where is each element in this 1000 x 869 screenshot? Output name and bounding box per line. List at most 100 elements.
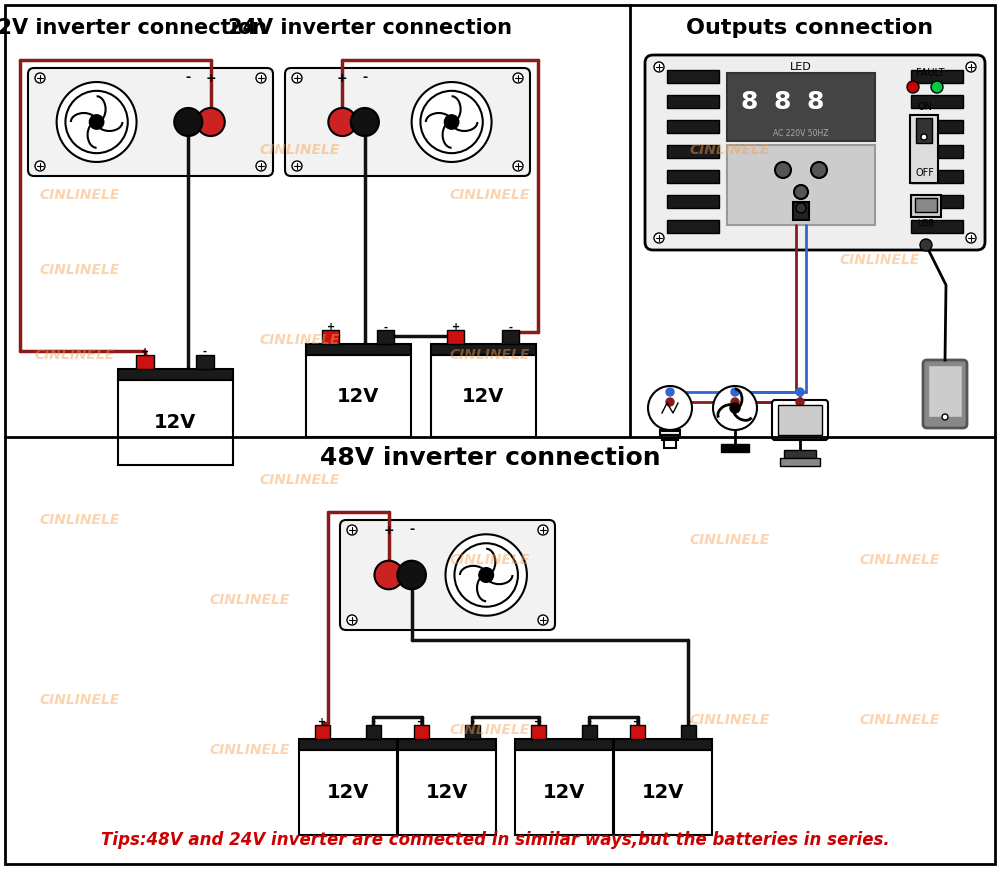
Text: CINLINELE: CINLINELE [860, 713, 940, 727]
Bar [531, 725, 546, 739]
Bar [915, 198, 937, 212]
Text: CINLINELE: CINLINELE [40, 188, 120, 202]
Text: FAULT: FAULT [916, 68, 944, 78]
Text: CINLINELE: CINLINELE [35, 348, 115, 362]
Bar [582, 725, 597, 739]
Text: 12V: 12V [543, 783, 585, 802]
Circle shape [920, 239, 932, 251]
Text: CINLINELE: CINLINELE [40, 263, 120, 277]
Circle shape [796, 398, 804, 406]
Text: 8: 8 [740, 90, 758, 114]
Text: +: + [337, 71, 348, 84]
Bar [667, 220, 719, 233]
Circle shape [351, 108, 379, 136]
Bar [667, 145, 719, 158]
Circle shape [35, 73, 45, 83]
Text: CINLINELE: CINLINELE [40, 513, 120, 527]
Circle shape [731, 398, 739, 406]
Text: CINLINELE: CINLINELE [260, 333, 340, 347]
Text: 12V: 12V [426, 783, 468, 802]
Text: +: + [318, 717, 327, 726]
Text: CINLINELE: CINLINELE [450, 188, 530, 202]
Text: CINLINELE: CINLINELE [40, 693, 120, 707]
Text: -: - [383, 322, 387, 333]
Circle shape [347, 525, 357, 535]
Circle shape [713, 386, 757, 430]
Bar [118, 369, 232, 380]
Text: +: + [452, 322, 460, 333]
Bar [447, 330, 464, 344]
Bar [727, 73, 875, 141]
Text: -: - [686, 717, 690, 726]
Circle shape [775, 162, 791, 178]
Text: CINLINELE: CINLINELE [690, 533, 770, 547]
Text: CINLINELE: CINLINELE [450, 723, 530, 737]
Bar [911, 95, 963, 108]
Bar [667, 195, 719, 208]
Circle shape [513, 73, 523, 83]
Bar [911, 120, 963, 133]
Circle shape [796, 203, 806, 213]
Circle shape [197, 108, 225, 136]
Text: CINLINELE: CINLINELE [840, 253, 920, 267]
Circle shape [538, 525, 548, 535]
Text: CINLINELE: CINLINELE [210, 743, 290, 757]
Bar [515, 750, 613, 835]
Bar [911, 220, 963, 233]
Circle shape [648, 386, 692, 430]
Text: CINLINELE: CINLINELE [210, 593, 290, 607]
Text: -: - [587, 717, 591, 726]
Text: CINLINELE: CINLINELE [260, 143, 340, 157]
Bar [515, 739, 613, 750]
Circle shape [397, 561, 426, 589]
Bar [136, 355, 154, 369]
Text: -: - [508, 322, 512, 333]
Text: Outputs connection: Outputs connection [686, 18, 934, 38]
Circle shape [794, 185, 808, 199]
Text: +: + [417, 717, 426, 726]
FancyBboxPatch shape [645, 55, 985, 250]
Bar [667, 95, 719, 108]
Bar [911, 170, 963, 183]
Bar [778, 405, 822, 435]
Text: AC 220V 50HZ: AC 220V 50HZ [773, 129, 829, 137]
Bar [727, 145, 875, 225]
Text: +: + [534, 717, 543, 726]
Text: +: + [205, 71, 216, 84]
Text: -: - [371, 717, 375, 726]
Circle shape [89, 115, 104, 129]
Circle shape [811, 162, 827, 178]
Circle shape [347, 615, 357, 625]
Circle shape [966, 62, 976, 72]
Bar [502, 330, 519, 344]
Bar [664, 440, 676, 448]
Bar [398, 739, 496, 750]
Circle shape [256, 161, 266, 171]
Bar [910, 115, 938, 183]
FancyBboxPatch shape [923, 360, 967, 428]
Text: -: - [186, 71, 191, 84]
Bar [377, 330, 394, 344]
Text: CINLINELE: CINLINELE [450, 553, 530, 567]
Bar [366, 725, 381, 739]
Text: +: + [141, 347, 149, 356]
Bar [630, 725, 645, 739]
Text: CINLINELE: CINLINELE [690, 143, 770, 157]
Circle shape [966, 233, 976, 243]
Text: -: - [470, 717, 474, 726]
Bar [662, 435, 678, 440]
Circle shape [538, 615, 548, 625]
Text: CINLINELE: CINLINELE [260, 473, 340, 487]
Circle shape [666, 388, 674, 396]
Circle shape [57, 82, 137, 162]
FancyBboxPatch shape [28, 68, 273, 176]
Circle shape [328, 108, 356, 136]
Text: -: - [362, 71, 367, 84]
Circle shape [292, 161, 302, 171]
Bar [667, 70, 719, 83]
Circle shape [730, 403, 740, 413]
Bar [430, 344, 536, 355]
Bar [430, 355, 536, 437]
Text: 12V: 12V [462, 387, 504, 406]
Text: 12V: 12V [154, 413, 196, 432]
